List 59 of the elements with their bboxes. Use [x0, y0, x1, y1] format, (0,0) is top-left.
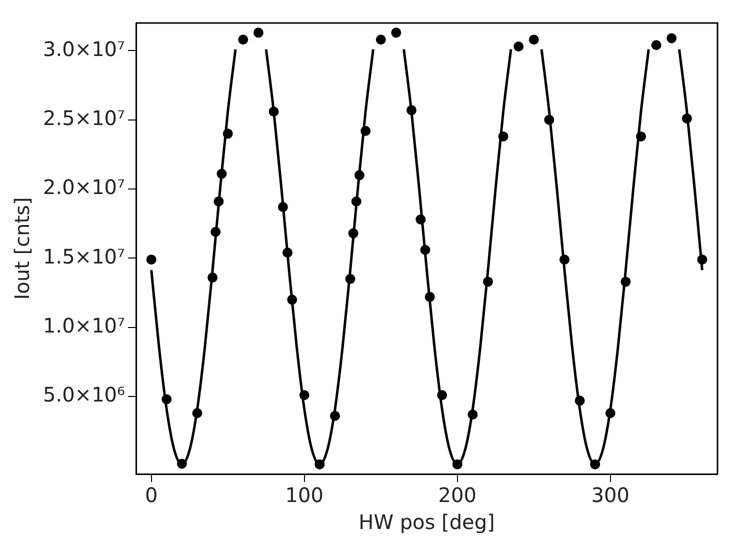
- point: [514, 42, 524, 52]
- point: [278, 202, 288, 212]
- point: [528, 34, 539, 45]
- point: [559, 254, 570, 265]
- point: [268, 106, 279, 117]
- point: [651, 40, 662, 50]
- point: [208, 272, 218, 283]
- point: [420, 244, 430, 255]
- point: [416, 214, 426, 224]
- point: [287, 294, 298, 305]
- point: [216, 168, 227, 179]
- point: [697, 254, 708, 265]
- x-tick-label: 0: [144, 483, 158, 508]
- point: [238, 34, 248, 45]
- point: [391, 28, 402, 38]
- x-tick-label: 300: [591, 483, 630, 508]
- point: [424, 292, 435, 302]
- y-tick-label: 2.5×10⁷: [43, 106, 126, 130]
- y-tick-label: 1.0×10⁷: [43, 314, 126, 338]
- y-tick-label: 1.5×10⁷: [43, 244, 126, 268]
- y-tick-label: 2.0×10⁷: [43, 175, 126, 200]
- x-tick-label: 100: [285, 483, 324, 508]
- point: [605, 408, 616, 418]
- point: [146, 254, 156, 265]
- point: [330, 410, 340, 421]
- point: [498, 131, 508, 142]
- point: [406, 105, 416, 116]
- point: [636, 131, 646, 142]
- point: [590, 459, 600, 470]
- point: [348, 228, 358, 238]
- point: [468, 410, 478, 420]
- point: [253, 28, 264, 38]
- x-tick-label: 200: [438, 483, 476, 508]
- point: [345, 274, 356, 284]
- point: [314, 459, 325, 470]
- point: [437, 390, 448, 400]
- point: [282, 248, 293, 258]
- point: [222, 128, 233, 139]
- point: [682, 113, 692, 124]
- y-tick-label: 3.0×10⁷: [43, 36, 126, 61]
- point: [192, 408, 202, 418]
- x-axis-title: HW pos [deg]: [358, 510, 495, 534]
- point: [452, 459, 462, 470]
- point: [354, 170, 364, 180]
- point: [214, 196, 224, 206]
- point: [666, 33, 677, 44]
- point: [360, 126, 371, 136]
- point: [210, 226, 221, 237]
- point: [482, 276, 493, 287]
- point: [376, 34, 386, 45]
- y-tick-label: 5.0×10⁶: [43, 382, 126, 407]
- point: [620, 276, 631, 287]
- point: [574, 396, 585, 406]
- y-axis-title: Iout [cnts]: [10, 197, 34, 300]
- point: [299, 390, 310, 400]
- point: [176, 458, 187, 469]
- point: [544, 114, 554, 125]
- point: [162, 394, 172, 404]
- point: [351, 196, 362, 206]
